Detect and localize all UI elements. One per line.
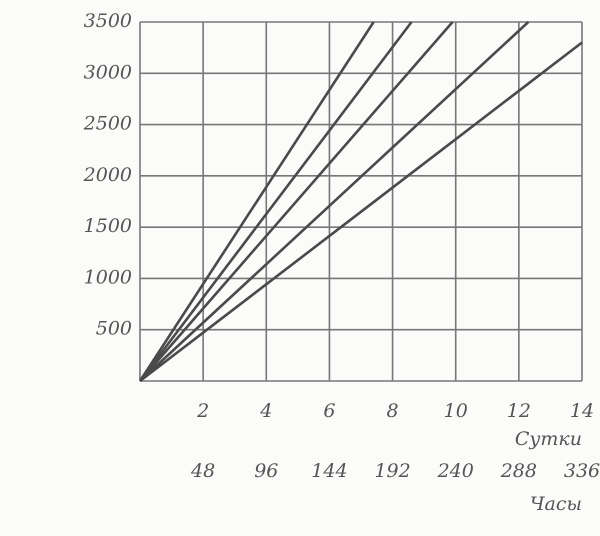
x-tick-label: 8 [387,400,399,422]
x-axis-title: Сутки [515,428,582,450]
x-tick-label: 12 [507,400,531,422]
y-tick-label: 1000 [84,266,132,288]
x-tick-label: 6 [323,400,335,422]
data-line [139,41,583,383]
x2-tick-label: 240 [437,460,474,482]
y-tick-label: 1500 [84,215,132,237]
x2-tick-label: 192 [374,460,410,482]
data-line [138,21,413,382]
x-tick-label: 10 [444,400,468,422]
x2-tick-label: 48 [190,460,215,482]
x2-axis-title: Часы [530,493,582,515]
x2-tick-label: 144 [311,460,347,482]
y-tick-label: 3000 [84,61,132,83]
data-line [139,21,454,382]
x2-tick-label: 288 [500,460,537,482]
x-tick-label: 4 [259,400,272,422]
y-tick-label: 500 [96,318,132,340]
x-tick-label: 2 [196,400,209,422]
y-tick-label: 2000 [83,164,132,186]
data-line [138,21,375,382]
y-tick-label: 2500 [83,113,132,135]
y-tick-label: 3500 [84,10,132,32]
x2-tick-label: 336 [564,460,600,482]
x-tick-label: 14 [570,400,594,422]
data-line [139,21,530,382]
x2-tick-label: 96 [254,460,278,482]
